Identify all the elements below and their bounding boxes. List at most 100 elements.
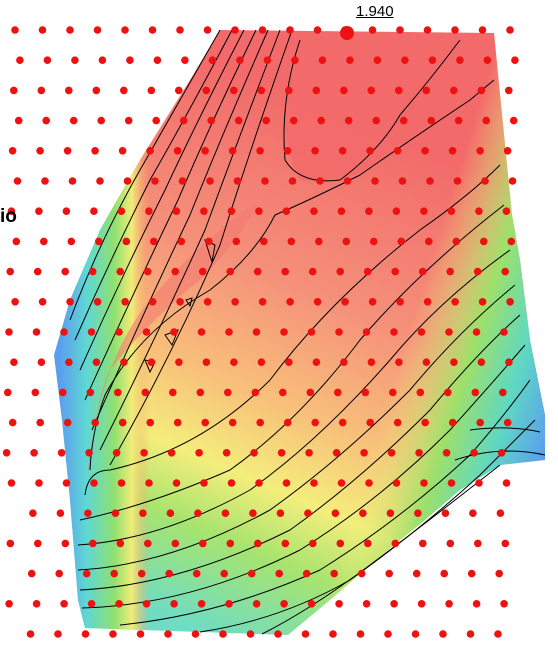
sample-point <box>475 479 483 487</box>
sample-point <box>427 116 436 125</box>
sample-point <box>307 600 316 608</box>
sample-point <box>274 630 282 638</box>
sample-point <box>401 56 409 64</box>
sample-point <box>439 630 447 638</box>
sample-point <box>478 298 487 306</box>
sample-point <box>336 267 345 276</box>
sample-point <box>505 86 513 95</box>
sample-point <box>87 600 96 608</box>
sample-point <box>231 26 239 34</box>
sample-point <box>260 237 268 246</box>
sample-point <box>145 207 153 215</box>
sample-point <box>16 56 24 64</box>
sample-point <box>499 388 507 397</box>
sample-point <box>60 328 68 336</box>
sample-point <box>169 388 177 397</box>
sample-point <box>478 26 487 34</box>
sample-point <box>467 569 476 578</box>
sample-point <box>124 116 133 125</box>
sample-point <box>391 539 400 548</box>
sample-point <box>109 630 117 638</box>
sample-point <box>85 449 93 457</box>
sample-point <box>392 479 401 487</box>
sample-point <box>335 600 343 608</box>
sample-point <box>387 449 396 457</box>
sample-point <box>173 418 182 427</box>
sample-point <box>120 358 128 367</box>
sample-point <box>289 116 298 125</box>
sample-point <box>232 237 241 246</box>
sample-point <box>37 358 46 367</box>
sample-point <box>146 418 154 427</box>
sample-point <box>414 509 422 517</box>
sample-point <box>6 267 14 276</box>
sample-point <box>5 600 13 608</box>
sample-point <box>502 207 511 215</box>
sample-point <box>26 630 35 638</box>
sample-point <box>200 207 208 215</box>
sample-point <box>344 116 353 125</box>
sample-point <box>11 298 19 306</box>
sample-point <box>341 298 349 306</box>
sample-point <box>371 177 379 185</box>
sample-point <box>228 147 237 155</box>
sample-point <box>120 86 128 95</box>
sample-point <box>263 56 272 64</box>
sample-point <box>313 26 322 34</box>
sample-point <box>421 418 430 427</box>
sample-point <box>251 388 260 397</box>
sample-point <box>392 207 401 215</box>
sample-point <box>420 207 428 215</box>
sample-point <box>312 358 321 367</box>
sample-point <box>279 388 287 397</box>
sample-point <box>258 26 267 34</box>
sample-point <box>338 147 347 155</box>
sample-point <box>36 147 44 155</box>
sample-point <box>501 267 510 276</box>
sample-point <box>246 630 255 638</box>
sample-point <box>482 116 491 125</box>
sample-point <box>286 26 294 34</box>
sample-point <box>331 509 340 517</box>
sample-point <box>112 449 121 457</box>
sample-point <box>451 298 459 306</box>
sample-point <box>307 328 316 336</box>
sample-point <box>61 267 69 276</box>
sample-point <box>365 207 373 215</box>
sample-point <box>93 298 102 306</box>
sample-point <box>143 267 152 276</box>
sample-point <box>255 479 263 487</box>
sample-point <box>165 569 173 578</box>
sample-point <box>366 147 374 155</box>
sample-point <box>115 328 123 336</box>
sample-point <box>4 388 12 397</box>
sample-point <box>359 509 367 517</box>
sample-point <box>288 177 297 185</box>
sample-point <box>280 600 288 608</box>
sample-point <box>35 207 43 215</box>
sample-point <box>111 509 120 517</box>
sample-point <box>41 177 49 185</box>
sample-point <box>35 479 43 487</box>
sample-point <box>276 509 285 517</box>
sample-point <box>418 267 427 276</box>
sample-point <box>365 479 373 487</box>
sample-point <box>509 116 518 125</box>
sample-point <box>494 630 502 638</box>
sample-point <box>360 449 368 457</box>
sample-point <box>415 449 423 457</box>
sample-point <box>118 418 127 427</box>
sample-point <box>368 298 377 306</box>
sample-point <box>283 418 292 427</box>
sample-point <box>426 177 434 185</box>
sample-point <box>283 147 292 155</box>
sample-point <box>97 116 105 125</box>
sample-point <box>362 328 371 336</box>
sample-point <box>40 237 48 246</box>
sample-point <box>396 298 404 306</box>
sample-point <box>423 298 432 306</box>
sample-point <box>500 328 508 336</box>
sample-point <box>202 358 211 367</box>
sample-point <box>198 267 207 276</box>
